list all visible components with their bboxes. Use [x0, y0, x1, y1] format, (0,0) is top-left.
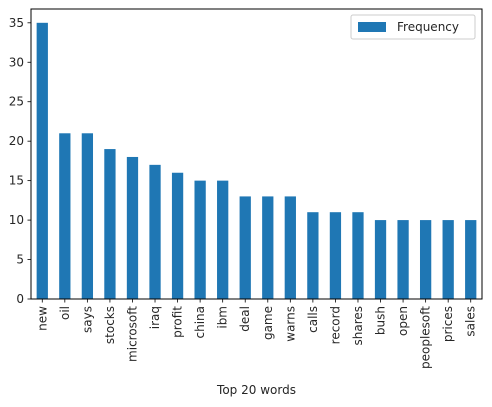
- legend: Frequency: [350, 14, 476, 40]
- bar-record: [329, 212, 342, 299]
- x-tick-label-deal: deal: [238, 306, 252, 332]
- plot-frame: [30, 8, 483, 300]
- bar-deal: [239, 196, 251, 299]
- plot-area: 0 5 10 15 20 25 30 35 new oil says stocks microsoft…: [9, 8, 483, 369]
- bar-oil: [59, 133, 71, 299]
- x-tick-label-game: game: [261, 306, 275, 340]
- y-tick-label-30: 30: [9, 55, 24, 69]
- bar-calls: [307, 212, 319, 299]
- bar-warns: [284, 196, 296, 299]
- bar-peoplesoft: [419, 220, 432, 299]
- x-tick-label-ibm: ibm: [216, 306, 230, 329]
- bar-prices: [442, 220, 454, 299]
- y-tick-label-35: 35: [9, 16, 24, 30]
- y-tick-label-25: 25: [9, 95, 24, 109]
- legend-box: [350, 14, 476, 40]
- bar-new: [36, 22, 48, 300]
- x-tick-label-stocks: stocks: [103, 306, 117, 344]
- legend-label-frequency: Frequency: [397, 20, 459, 34]
- x-tick-label-iraq: iraq: [148, 306, 162, 329]
- x-tick-label-sales: sales: [464, 306, 478, 337]
- bar-says: [81, 133, 94, 299]
- legend-swatch: [358, 22, 386, 32]
- x-tick-label-china: china: [193, 306, 207, 339]
- x-axis: new oil says stocks microsoft iraq profit china…: [35, 299, 478, 369]
- x-tick-label-bush: bush: [374, 306, 388, 335]
- x-tick-label-shares: shares: [351, 306, 365, 346]
- y-tick-label-5: 5: [16, 253, 24, 267]
- bar-profit: [171, 172, 184, 299]
- bar-stocks: [104, 149, 116, 299]
- bar-open: [397, 220, 409, 299]
- x-tick-label-microsoft: microsoft: [125, 306, 139, 362]
- bar-game: [262, 196, 274, 299]
- bar-shares: [352, 212, 364, 299]
- x-tick-label-record: record: [328, 306, 342, 344]
- bar-sales: [465, 220, 477, 299]
- y-tick-label-20: 20: [9, 134, 24, 148]
- x-axis-title: Top 20 words: [216, 383, 296, 397]
- bar-ibm: [217, 180, 229, 299]
- bar-iraq: [149, 164, 161, 299]
- bars: [36, 22, 477, 300]
- x-tick-label-profit: profit: [171, 306, 185, 338]
- x-tick-label-calls: calls: [306, 306, 320, 333]
- bar-china: [194, 180, 206, 299]
- y-tick-label-10: 10: [9, 213, 24, 227]
- x-tick-label-open: open: [396, 306, 410, 336]
- y-tick-label-0: 0: [16, 292, 24, 306]
- x-tick-label-prices: prices: [441, 306, 455, 342]
- x-tick-label-oil: oil: [58, 306, 72, 320]
- x-tick-label-peoplesoft: peoplesoft: [419, 306, 433, 369]
- x-tick-label-new: new: [35, 306, 49, 331]
- bar-microsoft: [126, 156, 139, 299]
- x-tick-label-warns: warns: [283, 306, 297, 342]
- y-axis: 0 5 10 15 20 25 30 35: [9, 16, 31, 306]
- y-tick-label-15: 15: [9, 174, 24, 188]
- bar-bush: [374, 220, 387, 299]
- x-tick-label-says: says: [80, 306, 94, 333]
